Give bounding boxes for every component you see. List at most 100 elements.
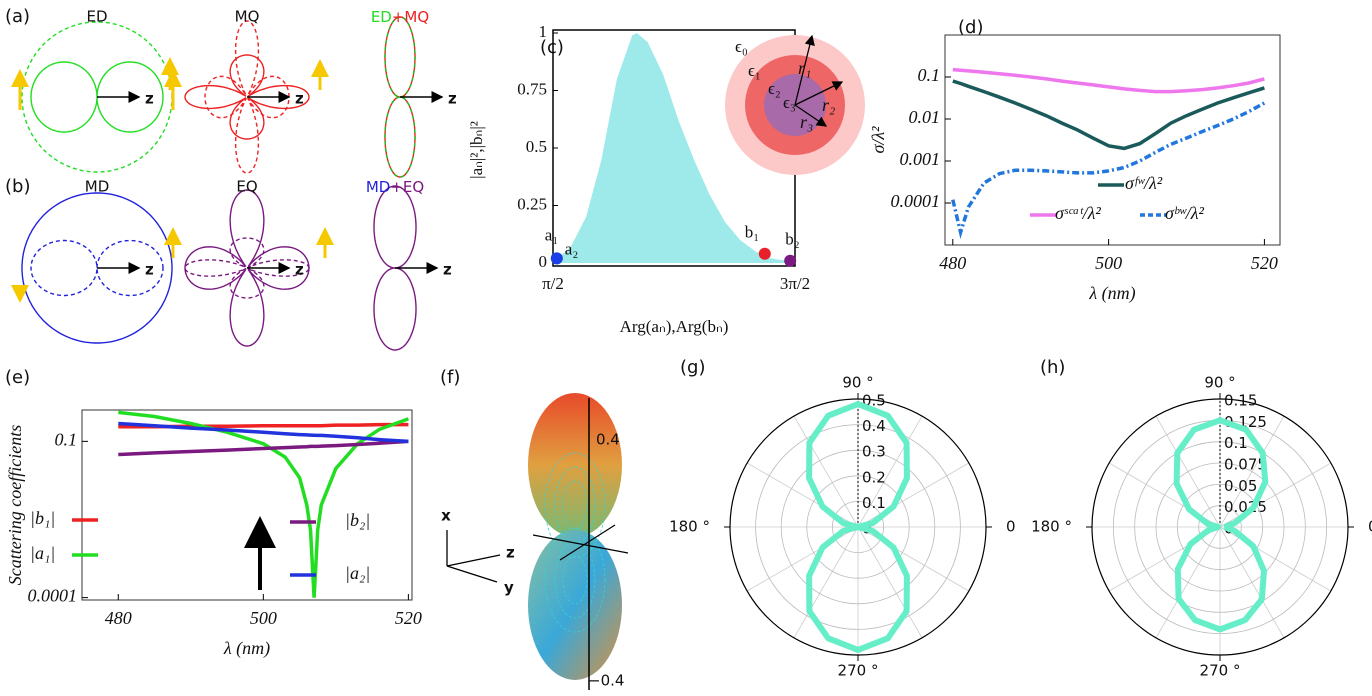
lobe (528, 393, 622, 537)
radiation-pattern (21, 192, 173, 344)
series-line (952, 67, 1265, 94)
legend-label: σᵇʷ/λ² (1165, 203, 1205, 223)
series-line (951, 101, 1266, 240)
inset-label: r₂ (822, 95, 835, 115)
tick-label: −0.4 (588, 672, 624, 690)
axis-label: x (441, 507, 451, 525)
x-tick-label: 500 (1095, 253, 1122, 273)
radiation-pattern (30, 61, 164, 133)
axis-label: y (504, 579, 514, 597)
legend-label: σᶠʷ/λ² (1125, 173, 1163, 193)
theta-tick-label: 180 ° (1031, 518, 1072, 536)
polar-curve (806, 401, 910, 653)
r-tick-label: 0.3 (862, 443, 886, 461)
theta-tick-label: 0 (1368, 518, 1372, 536)
radiation-pattern (30, 239, 164, 297)
panel-label: (h) (1040, 357, 1065, 378)
spoke (857, 415, 923, 528)
spoke (793, 415, 859, 528)
axis-line (532, 534, 629, 554)
pattern-label-part: MD (366, 178, 391, 196)
point (758, 247, 771, 260)
radius-arrow (794, 81, 844, 106)
radiation-pattern (21, 21, 173, 173)
radius-arrow (794, 104, 828, 127)
x-tick-label: 480 (105, 608, 132, 628)
axis-line (559, 524, 616, 561)
series-line (118, 421, 409, 444)
plot-frame (944, 34, 1281, 246)
y-axis-label: σ/λ² (868, 126, 888, 154)
r-tick-label: 0.4 (862, 417, 886, 435)
x-tick-label: 480 (939, 253, 966, 273)
contour (544, 452, 606, 558)
pattern-label-part: EQ (403, 178, 424, 196)
inset-label: r₃ (800, 112, 813, 132)
theta-tick-label: 270 ° (838, 662, 879, 680)
pattern-label: EQ (236, 178, 257, 196)
y-tick-label: 0.01 (909, 107, 941, 127)
inset-label: ϵ₁ (748, 61, 761, 80)
plot-frame (81, 409, 413, 601)
axis-arrow (446, 554, 501, 567)
y-tick-label: 0.1 (55, 429, 78, 449)
pattern-label-part: + (390, 178, 403, 196)
pattern-label: ED (86, 8, 107, 26)
spoke (746, 462, 859, 528)
legend-label: |a₁| (30, 543, 55, 563)
radiation-pattern (184, 189, 310, 347)
x-tick-label: 520 (395, 608, 422, 628)
spoke (746, 526, 859, 592)
pattern-label-part: ED (371, 8, 392, 26)
r-tick-label: 0.075 (1224, 456, 1267, 474)
point-label: b₁ (745, 223, 759, 242)
inset-label: ϵ₀ (735, 37, 748, 56)
axis-label: z (448, 90, 457, 108)
pattern-label-part: MQ (404, 8, 429, 26)
panel-label: (g) (680, 357, 705, 378)
y-tick-label: 0.25 (517, 194, 547, 213)
pattern-label-part: + (392, 8, 405, 26)
axis-arrow (446, 565, 498, 583)
r-tick-label: 0.2 (862, 468, 886, 486)
polar-curve (1173, 417, 1269, 633)
pattern-label: ED+MQ (371, 8, 429, 26)
y-tick-label: 0.5 (526, 137, 547, 156)
axis-label: z (145, 261, 154, 279)
contour (562, 555, 588, 605)
y-tick-label: 0.0001 (28, 586, 78, 606)
x-axis-label: Arg(aₙ),Arg(bₙ) (620, 317, 729, 336)
tick-label: 0.4 (596, 431, 620, 449)
axis-label: z (145, 90, 154, 108)
x-tick-label: π/2 (542, 274, 564, 293)
r-tick-label: 0.1 (862, 494, 886, 512)
point-label: a₁ (545, 225, 558, 244)
y-tick-label: 0.1 (918, 65, 941, 85)
y-tick-label: 0.001 (900, 149, 941, 169)
series-line (118, 439, 409, 457)
x-tick-label: 520 (1251, 253, 1278, 273)
y-tick-label: 0.0001 (891, 191, 941, 211)
legend-label: |b₂| (345, 510, 370, 530)
legend-label: |b₁| (30, 508, 55, 528)
lobe (528, 530, 622, 680)
spoke (857, 526, 923, 639)
legend-label: σˢᶜᵃᵗ/λ² (1055, 203, 1101, 223)
r-tick-label: 0.15 (1224, 392, 1257, 410)
axis-label: z (443, 261, 452, 279)
inset-label: ϵ₃ (783, 93, 796, 112)
point (784, 254, 797, 267)
y-axis-label: Scattering coefficients (5, 425, 25, 585)
panel-label: (f) (440, 367, 460, 388)
axis-label: z (506, 544, 515, 562)
point-label: a₂ (565, 239, 578, 258)
x-tick-label: 3π/2 (780, 274, 810, 293)
r-tick-label: 0.1 (1224, 434, 1248, 452)
point-label: b₂ (785, 230, 799, 249)
x-axis-label: λ (nm) (223, 638, 270, 659)
pattern-label: MD (85, 178, 110, 196)
panel-label: (c) (540, 37, 564, 58)
point (550, 252, 563, 265)
axis-label: z (295, 90, 304, 108)
pattern-label: MQ (235, 8, 260, 26)
